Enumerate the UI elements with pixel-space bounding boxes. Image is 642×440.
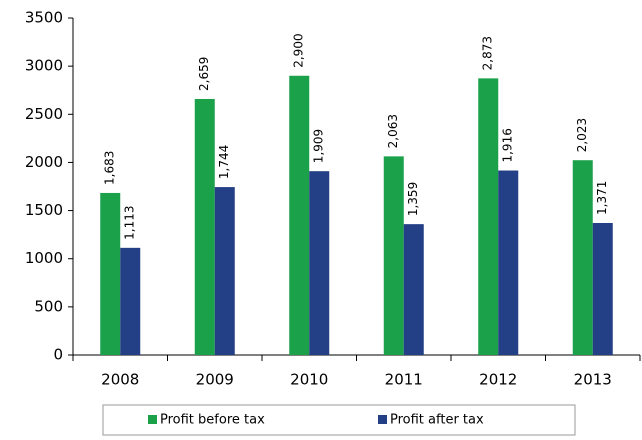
y-tick-label: 0 <box>53 346 63 364</box>
x-tick-label: 2012 <box>479 371 517 389</box>
legend-label: Profit before tax <box>160 413 265 428</box>
x-tick-label: 2009 <box>196 371 234 389</box>
value-label: 1,359 <box>406 182 420 216</box>
x-tick-label: 2010 <box>290 371 328 389</box>
bar <box>120 247 141 355</box>
value-label: 2,659 <box>197 57 211 91</box>
y-tick-label: 2500 <box>25 105 63 123</box>
legend-label: Profit after tax <box>390 413 484 428</box>
x-tick-label: 2011 <box>385 371 423 389</box>
legend-swatch <box>378 415 387 424</box>
legend-box <box>102 404 576 436</box>
value-label: 1,916 <box>501 128 515 162</box>
value-label: 1,909 <box>312 129 326 163</box>
bar <box>100 192 121 355</box>
value-label: 2,023 <box>575 118 589 152</box>
bar <box>309 171 330 355</box>
x-tick-label: 2013 <box>574 371 612 389</box>
y-tick-label: 3000 <box>25 57 63 75</box>
bar <box>289 75 310 356</box>
y-tick-label: 500 <box>34 297 63 315</box>
value-label: 1,113 <box>123 205 137 239</box>
value-label: 1,744 <box>217 145 231 179</box>
bar <box>572 160 593 355</box>
bar <box>478 78 499 355</box>
value-label: 2,873 <box>481 36 495 70</box>
bar <box>214 187 235 355</box>
legend-swatch <box>148 415 157 424</box>
y-tick-label: 1000 <box>25 249 63 267</box>
y-tick-label: 3500 <box>25 9 63 27</box>
bar <box>592 222 613 355</box>
bar <box>194 98 215 355</box>
bar <box>498 170 519 355</box>
bar <box>383 156 404 355</box>
value-label: 2,900 <box>292 33 306 67</box>
bar <box>403 224 424 355</box>
value-label: 1,371 <box>595 181 609 215</box>
x-tick-label: 2008 <box>101 371 139 389</box>
y-tick-label: 1500 <box>25 201 63 219</box>
y-tick-label: 2000 <box>25 153 63 171</box>
value-label: 2,063 <box>386 114 400 148</box>
value-label: 1,683 <box>103 151 117 185</box>
